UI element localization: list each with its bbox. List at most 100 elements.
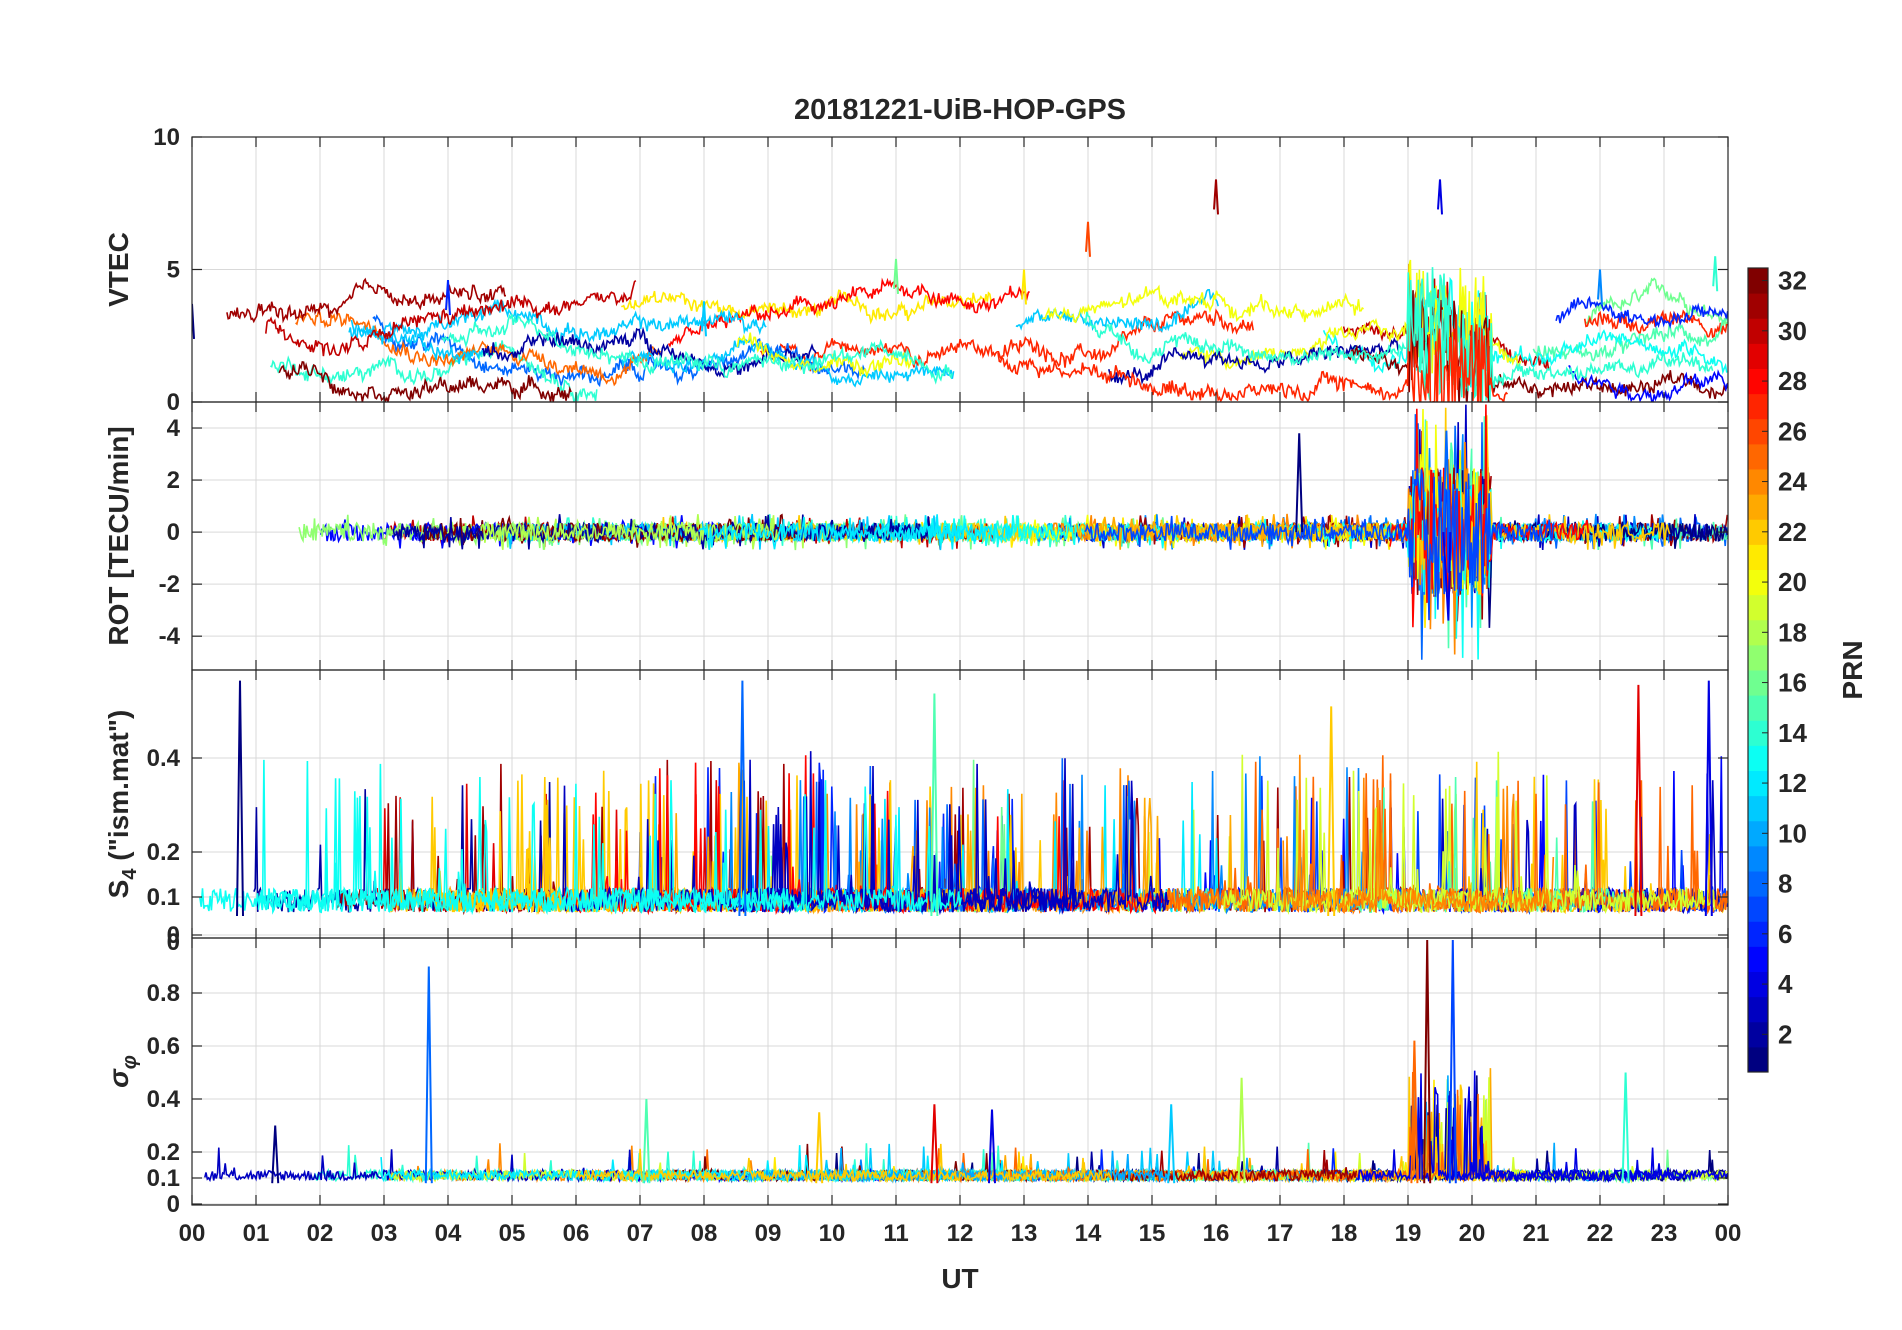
envelope-mark [1712,256,1719,292]
series-trace [1179,259,1522,377]
series-trace [576,1148,1112,1184]
colorbar-tick-label: 16 [1778,668,1807,698]
envelope-mark [1085,221,1091,257]
x-tick-label: 07 [627,1220,654,1247]
y-tick-label: 0 [167,929,180,956]
x-tick-label: 21 [1523,1220,1550,1247]
colorbar-segment [1748,443,1768,470]
y-tick-label: 5 [167,257,180,284]
x-tick-label: 10 [819,1220,846,1247]
x-tick-label: 04 [435,1220,462,1247]
colorbar-segment [1748,670,1768,696]
y-tick-label: 10 [153,124,180,151]
y-tick-label: 0.1 [147,884,180,911]
x-tick-label: 09 [755,1220,782,1247]
y-tick-label: 0.2 [147,839,180,866]
envelope-mark [1021,269,1027,305]
peak-mark [1442,430,1451,533]
x-tick-label: 13 [1011,1220,1038,1247]
peak-mark [1704,680,1713,917]
envelope-mark [1437,179,1443,215]
series-trace [1282,1075,1728,1184]
colorbar-tick-label: 14 [1778,718,1807,748]
series-trace [698,514,1014,550]
traces-s4 [199,680,1728,917]
colorbar-segment [1748,820,1768,847]
colorbar-segment [1748,996,1768,1023]
colorbar-segment [1748,896,1768,922]
colorbar-segment [1748,368,1768,395]
peak-mark [1634,684,1643,917]
colorbar-segment [1748,268,1768,294]
peak-mark [1327,706,1336,917]
series-trace [1555,295,1728,329]
envelope-mark [445,280,451,316]
colorbar-label: PRN [1837,640,1868,699]
colorbar-segment [1748,845,1768,872]
y-tick-label: 0 [167,1191,180,1218]
series-trace [348,325,483,365]
x-tick-label: 22 [1587,1220,1614,1247]
series-trace [1083,267,1452,372]
peak-mark [1621,1072,1630,1184]
x-tick-label: 12 [947,1220,974,1247]
peak-mark [738,680,747,917]
colorbar-tick-label: 30 [1778,316,1807,346]
x-tick-label: 16 [1203,1220,1230,1247]
peak-mark [424,966,433,1184]
colorbar-segment [1748,544,1768,570]
series-trace [481,326,817,379]
colorbar-segment [1748,494,1768,520]
y-axis-label-vtec: VTEC [103,232,134,307]
envelope-mark [1213,179,1219,215]
colorbar-tick-label: 22 [1778,517,1807,547]
envelope-mark [893,258,899,294]
series-trace [997,314,1509,402]
traces-vtec [192,179,1728,402]
colorbar-segment [1748,971,1768,998]
colorbar-segment [1748,745,1768,771]
colorbar-segment [1748,921,1768,947]
y-tick-label: 0.1 [147,1165,180,1192]
x-tick-label: 11 [883,1220,908,1247]
colorbar-segment [1748,720,1768,746]
panel-rot: -4 -2 0 2 4 ROT [TECU/min] [103,401,1729,671]
y-tick-label: 0 [167,389,180,416]
colorbar-segment [1748,418,1768,445]
x-axis-label: UT [941,1263,978,1294]
y-axis-label-rot: ROT [TECU/min] [103,426,134,645]
colorbar-segment [1748,594,1768,621]
series-trace [1041,284,1364,324]
series-trace [1086,1150,1358,1183]
y-axis-label-s4: S4 ("ism.mat") [103,710,141,899]
x-tick-label: 05 [499,1220,526,1247]
series-trace [1084,468,1554,621]
x-tick-label: 00 [1715,1220,1742,1247]
traces-rot [298,404,1728,660]
colorbar-segment [1748,569,1768,596]
peak-mark [1410,1040,1419,1184]
colorbar-segment [1748,343,1768,369]
x-tick-label: 03 [371,1220,398,1247]
colorbar-segment [1748,1046,1768,1073]
series-trace [1015,289,1219,333]
x-tick-label: 14 [1075,1220,1102,1247]
x-tick-label: 01 [243,1220,270,1247]
colorbar-tick-label: 20 [1778,567,1807,597]
peak-mark [1295,433,1304,533]
panel-s4: 0 0.1 0.2 0.4S4 ("ism.mat") [103,669,1729,949]
peak-mark [988,1109,996,1184]
peak-mark [642,1098,651,1184]
x-tick-label: 18 [1331,1220,1358,1247]
chart-title: 20181221-UiB-HOP-GPS [794,94,1126,126]
y-tick-label: 0.4 [147,745,181,772]
series-trace [441,314,954,385]
colorbar-segment [1748,795,1768,822]
traces-sigma_phi [204,939,1728,1184]
series-trace [1456,470,1728,628]
series-trace [736,332,913,379]
y-tick-label: 0 [167,519,180,546]
x-tick-label: 20 [1459,1220,1486,1247]
